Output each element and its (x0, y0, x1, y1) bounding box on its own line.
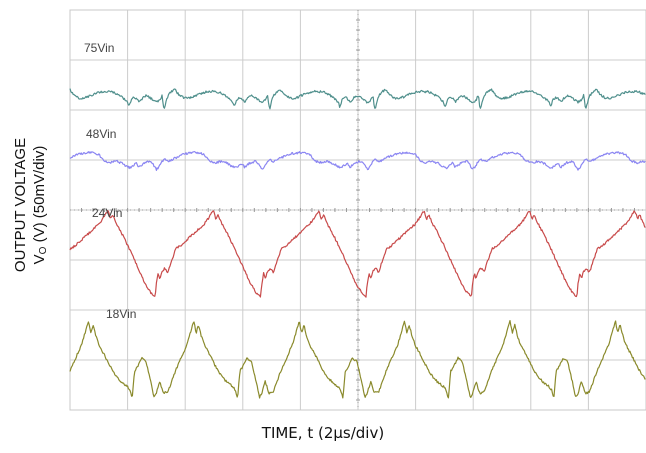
trace-label-48Vin: 48Vin (86, 127, 116, 141)
trace-18Vin (69, 320, 646, 399)
trace-24Vin (69, 210, 646, 298)
trace-layer (69, 88, 646, 399)
trace-75Vin (69, 88, 646, 110)
trace-label-layer: 75Vin 48Vin 24Vin 18Vin (84, 41, 136, 321)
trace-label-18Vin: 18Vin (106, 307, 136, 321)
trace-label-75Vin: 75Vin (84, 41, 114, 55)
oscilloscope-plot: 75Vin 48Vin 24Vin 18Vin (69, 9, 646, 411)
trace-label-24Vin: 24Vin (92, 206, 122, 220)
trace-48Vin (69, 151, 646, 171)
x-axis-label: TIME, t (2µs/div) (261, 424, 385, 442)
plot-grid (69, 9, 646, 411)
